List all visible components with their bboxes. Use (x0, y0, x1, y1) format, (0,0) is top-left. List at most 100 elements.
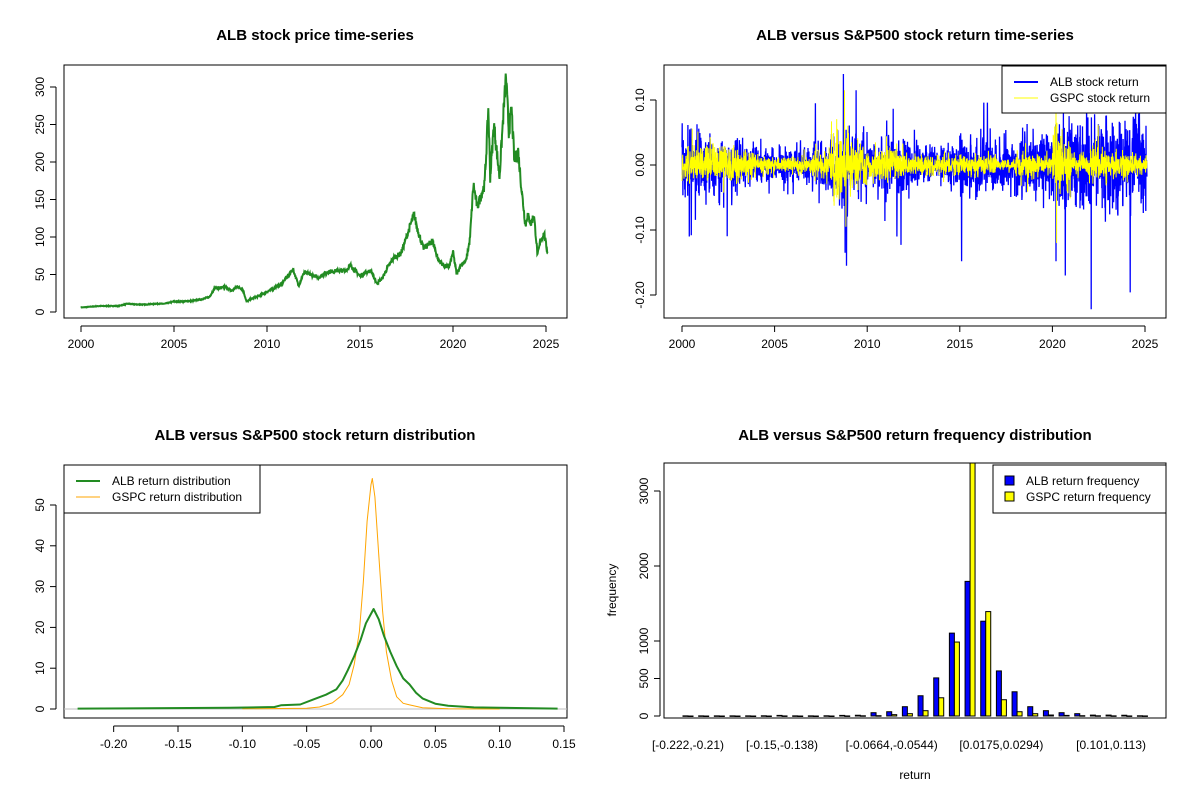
histogram-chart-title: ALB versus S&P500 return frequency distr… (738, 427, 1091, 444)
plot-frame (63, 64, 568, 319)
x-tick-label: 0.10 (488, 737, 512, 751)
gspc-bar (969, 462, 976, 717)
x-tick-label: [-0.15,-0.138) (746, 738, 818, 752)
y-tick-label: -0.20 (633, 281, 647, 309)
gspc-bar (1110, 715, 1117, 717)
density-chart-title: ALB versus S&P500 stock return distribut… (155, 427, 476, 444)
alb-bar (823, 715, 830, 717)
gspc-bar (891, 714, 898, 717)
y-tick-label: 20 (33, 620, 47, 634)
y-tick-label: 250 (33, 114, 47, 134)
alb-bar (729, 715, 736, 717)
alb-bar (1011, 691, 1018, 717)
gspc-bar (922, 710, 929, 717)
y-tick-label: 0.10 (633, 88, 647, 112)
alb-bar (1089, 714, 1096, 717)
y-tick-label: 50 (33, 268, 47, 282)
alb-bar (1121, 714, 1128, 717)
alb-bar (901, 706, 908, 717)
y-tick-label: 300 (33, 77, 47, 97)
histogram-xlabel: return (899, 768, 930, 782)
gspc-bar (1047, 714, 1054, 717)
y-tick-label: 50 (33, 498, 47, 512)
x-tick-label: 2025 (1132, 337, 1159, 351)
gspc-bar (812, 715, 819, 717)
alb-bar (948, 632, 955, 717)
y-tick-label: 10 (33, 661, 47, 675)
plot-frame (663, 64, 1167, 319)
gspc-bar (750, 715, 757, 717)
alb-bar (713, 715, 720, 717)
gspc-bar (828, 715, 835, 717)
y-tick-label: 500 (637, 668, 651, 688)
x-tick-label: -0.05 (293, 737, 321, 751)
gspc-bar (718, 715, 725, 717)
price-chart-title: ALB stock price time-series (216, 27, 414, 44)
y-tick-label: 0 (637, 712, 651, 719)
panel-histogram: ALB versus S&P500 return frequency distr… (605, 427, 1167, 782)
gspc-bar (1032, 713, 1039, 717)
y-tick-label: 3000 (637, 477, 651, 504)
y-tick-label: -0.10 (633, 216, 647, 244)
x-tick-label: -0.10 (229, 737, 257, 751)
x-tick-label: 0.15 (552, 737, 576, 751)
panel-returns: ALB versus S&P500 stock return time-seri… (633, 27, 1167, 351)
panel-density: ALB versus S&P500 stock return distribut… (33, 427, 576, 751)
y-tick-label: 0.00 (633, 153, 647, 177)
alb-bar (776, 714, 783, 717)
gspc-bar (687, 715, 694, 717)
gspc-bar (859, 715, 866, 717)
x-tick-label: 2000 (669, 337, 696, 351)
legend-box (992, 464, 1167, 514)
gspc-bar (1079, 715, 1086, 717)
gspc-bar-legend-label: GSPC return frequency (1026, 490, 1151, 504)
x-tick-label: 2015 (347, 337, 374, 351)
alb-bar (1105, 714, 1112, 717)
gspc-bar-legend-swatch (1004, 491, 1015, 502)
alb-density-legend-label: ALB return distribution (112, 474, 231, 488)
alb-bar (1058, 712, 1065, 717)
gspc-bar (985, 611, 992, 717)
alb-bar (1136, 715, 1143, 717)
gspc-bar (844, 715, 851, 717)
gspc-bar (703, 715, 710, 717)
alb-bar (870, 712, 877, 717)
x-tick-label: -0.15 (164, 737, 192, 751)
gspc-bar (953, 641, 960, 717)
alb-bar (1027, 706, 1034, 717)
y-tick-label: 200 (33, 152, 47, 172)
panel-price: ALB stock price time-series 2000 2005 2010… (33, 27, 568, 351)
gspc-bar (797, 715, 804, 717)
alb-bar (760, 715, 767, 717)
x-tick-label: -0.20 (100, 737, 128, 751)
x-tick-label: 2000 (68, 337, 95, 351)
plot-frame (663, 462, 1167, 719)
gspc-bar (1016, 711, 1023, 717)
y-tick-label: 150 (33, 189, 47, 209)
alb-return-legend-label: ALB stock return (1050, 75, 1139, 89)
alb-bar (807, 715, 814, 717)
gspc-bar (906, 713, 913, 717)
x-tick-label: 2005 (161, 337, 188, 351)
x-tick-label: 2010 (854, 337, 881, 351)
returns-chart-title: ALB versus S&P500 stock return time-seri… (756, 27, 1074, 44)
gspc-bar (781, 715, 788, 717)
alb-bar-legend-label: ALB return frequency (1026, 474, 1139, 488)
x-tick-label: 2010 (254, 337, 281, 351)
alb-bar (964, 580, 971, 717)
alb-bar (980, 620, 987, 717)
y-tick-label: 30 (33, 580, 47, 594)
y-tick-label: 0 (33, 308, 47, 315)
gspc-bar (1094, 715, 1101, 717)
alb-bar (1042, 710, 1049, 717)
plot-frame (63, 464, 568, 719)
alb-bar-legend-swatch (1004, 475, 1015, 486)
x-tick-label: [0.0175,0.0294) (959, 738, 1043, 752)
x-tick-label: 0.00 (359, 737, 383, 751)
alb-bar (854, 714, 861, 717)
gspc-bar (1141, 715, 1148, 717)
alb-bar (995, 670, 1002, 717)
x-tick-label: 2020 (1039, 337, 1066, 351)
legend-box (1001, 65, 1167, 114)
